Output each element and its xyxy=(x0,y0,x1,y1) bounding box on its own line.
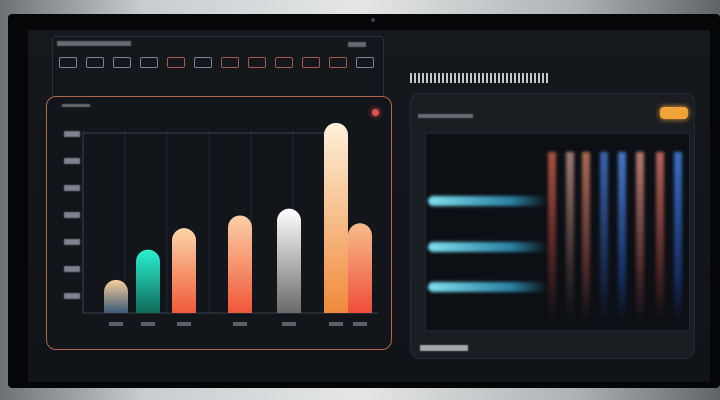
row-bar xyxy=(428,242,548,252)
y-tick-label xyxy=(64,131,80,137)
y-tick-label xyxy=(64,266,80,272)
bar[interactable] xyxy=(348,223,372,313)
row-bar xyxy=(428,196,548,206)
toolbar-title xyxy=(57,41,131,46)
heat-column xyxy=(548,152,556,322)
heat-column xyxy=(566,152,574,322)
toolbar-icons xyxy=(59,57,374,68)
heatmap-title xyxy=(418,114,473,118)
bar[interactable] xyxy=(228,215,252,314)
x-tick-label xyxy=(329,322,343,326)
heatmap-footer xyxy=(420,345,468,351)
camera-icon xyxy=(371,18,375,22)
status-badge[interactable] xyxy=(660,107,688,119)
toolbar-dropdown[interactable] xyxy=(348,42,366,47)
y-tick-label xyxy=(64,239,80,245)
tool-icon[interactable] xyxy=(356,57,374,68)
heat-column xyxy=(636,152,644,322)
chart-title xyxy=(62,104,90,107)
y-tick-label xyxy=(64,158,80,164)
tool-icon[interactable] xyxy=(140,57,158,68)
y-tick-label xyxy=(64,185,80,191)
tool-icon[interactable] xyxy=(275,57,293,68)
record-icon[interactable] xyxy=(372,109,379,116)
tool-icon[interactable] xyxy=(248,57,266,68)
heat-column xyxy=(582,152,590,322)
x-tick-label xyxy=(233,322,247,326)
heat-column xyxy=(600,152,608,322)
tool-icon[interactable] xyxy=(221,57,239,68)
bar[interactable] xyxy=(277,208,301,313)
bar[interactable] xyxy=(136,249,160,313)
x-tick-label xyxy=(353,322,367,326)
tool-icon[interactable] xyxy=(194,57,212,68)
bar[interactable] xyxy=(172,228,196,313)
section-title xyxy=(410,73,550,83)
y-tick-label xyxy=(64,293,80,299)
heat-column xyxy=(656,152,664,322)
x-tick-label xyxy=(141,322,155,326)
tool-icon[interactable] xyxy=(329,57,347,68)
heat-column xyxy=(674,152,682,322)
tool-icon[interactable] xyxy=(167,57,185,68)
tool-icon[interactable] xyxy=(59,57,77,68)
x-tick-label xyxy=(177,322,191,326)
tool-icon[interactable] xyxy=(86,57,104,68)
heat-column xyxy=(618,152,626,322)
tool-icon[interactable] xyxy=(302,57,320,68)
heatmap-grid xyxy=(425,133,690,331)
x-tick-label xyxy=(109,322,123,326)
bar[interactable] xyxy=(104,279,128,313)
x-tick-label xyxy=(282,322,296,326)
row-bar xyxy=(428,282,548,292)
y-tick-label xyxy=(64,212,80,218)
tool-icon[interactable] xyxy=(113,57,131,68)
bar[interactable] xyxy=(324,122,348,314)
